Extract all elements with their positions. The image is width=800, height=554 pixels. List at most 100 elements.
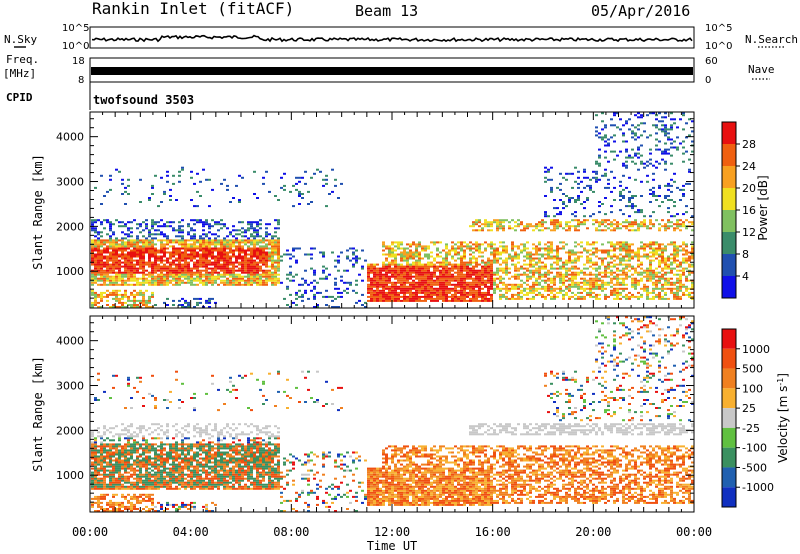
heatmap-cell: [514, 293, 517, 296]
cpid-label: CPID: [6, 91, 33, 104]
heatmap-cell: [640, 279, 643, 282]
heatmap-cell: [226, 283, 229, 286]
heatmap-cell: [139, 265, 142, 268]
heatmap-cell: [355, 261, 358, 264]
heatmap-cell: [346, 287, 349, 290]
heatmap-cell: [664, 128, 667, 131]
heatmap-cell: [196, 271, 199, 274]
heatmap-cell: [592, 273, 595, 276]
heatmap-cell: [637, 148, 640, 151]
heatmap-cell: [337, 306, 340, 308]
heatmap-cell: [391, 255, 394, 258]
heatmap-cell: [244, 271, 247, 274]
heatmap-cell: [190, 237, 193, 240]
heatmap-cell: [292, 301, 295, 304]
heatmap-cell: [439, 269, 442, 272]
heatmap-cell: [547, 178, 550, 181]
heatmap-cell: [241, 259, 244, 262]
heatmap-cell: [481, 283, 484, 286]
heatmap-cell: [628, 197, 631, 199]
heatmap-cell: [202, 239, 205, 242]
heatmap-cell: [622, 295, 625, 298]
heatmap-cell: [661, 158, 664, 161]
heatmap-cell: [631, 148, 634, 151]
heatmap-cell: [193, 237, 196, 240]
heatmap-cell: [622, 134, 625, 137]
heatmap-cell: [535, 227, 538, 230]
heatmap-cell: [553, 225, 556, 228]
heatmap-cell: [673, 293, 676, 296]
heatmap-cell: [583, 267, 586, 270]
heatmap-cell: [454, 275, 457, 278]
heatmap-cell: [241, 255, 244, 258]
heatmap-cell: [562, 279, 565, 282]
heatmap-cell: [577, 281, 580, 284]
heatmap-cell: [607, 223, 610, 226]
heatmap-cell: [103, 465, 106, 468]
heatmap-cell: [163, 269, 166, 272]
heatmap-cell: [421, 267, 424, 270]
heatmap-cell: [571, 295, 574, 298]
heatmap-cell: [121, 182, 124, 185]
heatmap-cell: [508, 283, 511, 286]
heatmap-cell: [571, 265, 574, 268]
heatmap-cell: [403, 249, 406, 252]
heatmap-cell: [418, 261, 421, 264]
heatmap-cell: [133, 253, 136, 256]
heatmap-cell: [634, 138, 637, 141]
heatmap-cell: [298, 190, 301, 193]
heatmap-cell: [556, 247, 559, 250]
heatmap-cell: [211, 249, 214, 252]
heatmap-cell: [640, 287, 643, 290]
heatmap-cell: [103, 485, 106, 488]
heatmap-cell: [412, 283, 415, 286]
heatmap-cell: [415, 271, 418, 274]
heatmap-cell: [502, 277, 505, 280]
heatmap-cell: [625, 160, 628, 163]
heatmap-cell: [100, 508, 103, 510]
heatmap-cell: [127, 271, 130, 274]
heatmap-cell: [199, 249, 202, 252]
heatmap-cell: [313, 295, 316, 298]
heatmap-cell: [127, 178, 130, 181]
heatmap-cell: [484, 241, 487, 244]
heatmap-cell: [202, 223, 205, 226]
heatmap-cell: [610, 245, 613, 248]
heatmap-cell: [142, 293, 145, 296]
heatmap-cell: [124, 233, 127, 236]
heatmap-cell: [340, 279, 343, 282]
heatmap-cell: [529, 291, 532, 294]
heatmap-cell: [418, 241, 421, 244]
heatmap-cell: [640, 221, 643, 224]
heatmap-cell: [202, 265, 205, 268]
heatmap-cell: [667, 297, 670, 300]
heatmap-cell: [100, 501, 103, 504]
heatmap-cell: [685, 122, 688, 125]
heatmap-cell: [262, 255, 265, 258]
heatmap-cell: [208, 259, 211, 262]
heatmap-cell: [157, 265, 160, 268]
heatmap-cell: [196, 304, 199, 306]
heatmap-cell: [178, 267, 181, 270]
heatmap-cell: [610, 261, 613, 264]
heatmap-cell: [544, 211, 547, 214]
heatmap-cell: [310, 281, 313, 284]
heatmap-cell: [229, 257, 232, 260]
heatmap-cell: [172, 267, 175, 270]
heatmap-cell: [268, 271, 271, 274]
heatmap-cell: [112, 231, 115, 234]
heatmap-cell: [112, 239, 115, 242]
heatmap-cell: [256, 267, 259, 270]
heatmap-cell: [487, 299, 490, 302]
heatmap-cell: [496, 273, 499, 276]
heatmap-cell: [532, 271, 535, 274]
heatmap-cell: [577, 267, 580, 270]
heatmap-cell: [601, 174, 604, 177]
heatmap-cell: [274, 277, 277, 280]
heatmap-cell: [385, 267, 388, 270]
heatmap-cell: [97, 231, 100, 234]
heatmap-cell: [526, 279, 529, 282]
heatmap-cell: [277, 273, 280, 276]
heatmap-cell: [679, 142, 682, 145]
heatmap-cell: [619, 287, 622, 290]
